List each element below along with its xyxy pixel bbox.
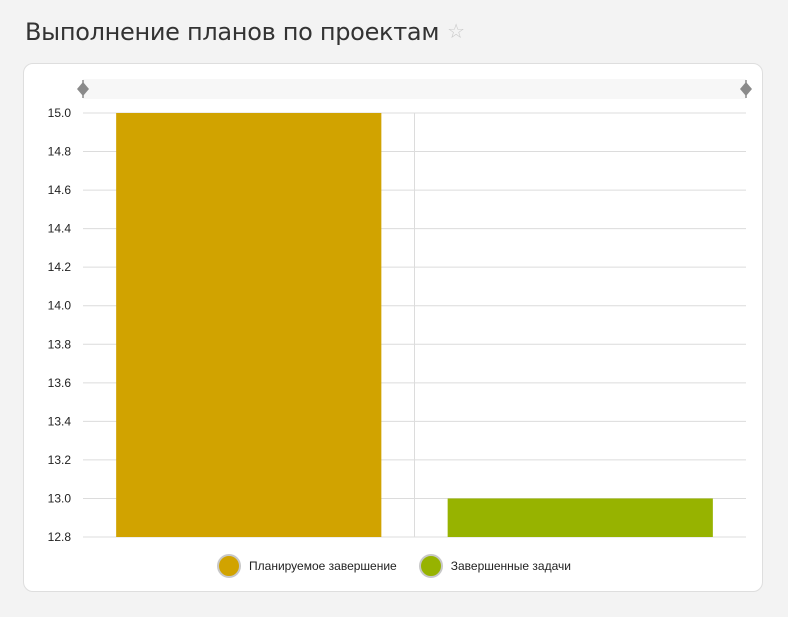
y-tick-label: 13.4 (48, 414, 72, 428)
y-tick-label: 14.0 (48, 299, 72, 313)
bar-2[interactable] (447, 498, 713, 537)
legend-swatch-completed (418, 554, 443, 578)
y-tick-label: 14.2 (48, 260, 72, 274)
title-row: Выполнение планов по проектам ☆ (25, 14, 465, 50)
legend-swatch-planned (217, 554, 242, 578)
chart-bars (116, 113, 713, 537)
scroller-handle-right-icon[interactable] (740, 82, 752, 96)
legend-label-completed: Завершенные задачи (450, 559, 571, 573)
y-tick-label: 13.0 (48, 491, 72, 505)
page-title: Выполнение планов по проектам (25, 18, 440, 46)
scroller-handle-left-icon[interactable] (77, 82, 89, 96)
range-scroller[interactable] (77, 79, 752, 99)
y-axis-labels: 15.0 14.8 14.6 14.4 14.2 14.0 13.8 13.6 13.4 13.2… (48, 106, 72, 544)
y-tick-label: 14.4 (48, 222, 72, 236)
legend-label-planned: Планируемое завершение (249, 559, 397, 573)
y-tick-label: 14.8 (48, 145, 72, 159)
bar-chart: 15.0 14.8 14.6 14.4 14.2 14.0 13.8 13.6 13.4 13.2… (48, 79, 752, 544)
legend-item-completed[interactable]: Завершенные задачи (418, 554, 571, 578)
y-tick-label: 13.6 (48, 376, 72, 390)
y-tick-label: 15.0 (48, 106, 72, 120)
y-tick-label: 14.6 (48, 183, 72, 197)
bar-1[interactable] (116, 113, 382, 537)
y-tick-label: 12.8 (48, 530, 72, 544)
y-tick-label: 13.8 (48, 337, 72, 351)
chart-card: 15.0 14.8 14.6 14.4 14.2 14.0 13.8 13.6 13.4 13.2… (23, 63, 763, 592)
y-tick-label: 13.2 (48, 453, 72, 467)
star-icon[interactable]: ☆ (447, 21, 466, 43)
scroller-track[interactable] (83, 79, 746, 99)
chart-legend: Планируемое завершение Завершенные задач… (24, 554, 764, 578)
legend-item-planned[interactable]: Планируемое завершение (217, 554, 397, 578)
